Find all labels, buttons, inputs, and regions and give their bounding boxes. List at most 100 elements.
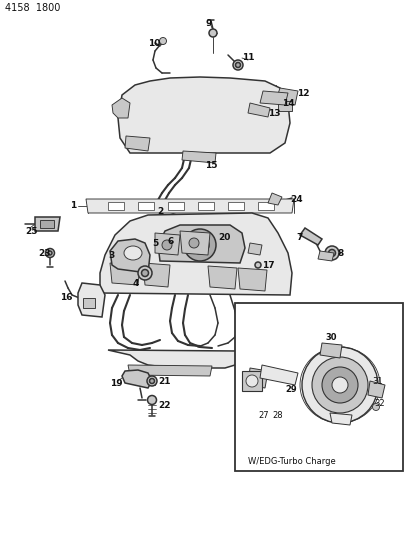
Polygon shape bbox=[138, 202, 154, 210]
Text: 13: 13 bbox=[268, 109, 281, 117]
Text: 20: 20 bbox=[218, 233, 231, 243]
Text: 28: 28 bbox=[272, 410, 283, 419]
Polygon shape bbox=[248, 243, 262, 255]
Text: 21: 21 bbox=[158, 376, 171, 385]
Text: 4: 4 bbox=[133, 279, 140, 287]
Circle shape bbox=[373, 403, 379, 410]
Circle shape bbox=[162, 240, 172, 250]
Text: 7: 7 bbox=[296, 232, 302, 241]
Polygon shape bbox=[118, 77, 290, 153]
Text: 17: 17 bbox=[262, 261, 275, 270]
Polygon shape bbox=[100, 213, 292, 295]
Circle shape bbox=[147, 376, 157, 386]
Polygon shape bbox=[155, 233, 180, 255]
Text: 11: 11 bbox=[242, 53, 255, 62]
Circle shape bbox=[322, 367, 358, 403]
Circle shape bbox=[184, 229, 216, 261]
Text: 31: 31 bbox=[372, 376, 383, 385]
Polygon shape bbox=[108, 202, 124, 210]
Text: 24: 24 bbox=[290, 196, 303, 205]
Circle shape bbox=[160, 37, 166, 44]
Polygon shape bbox=[300, 228, 322, 245]
Circle shape bbox=[209, 29, 217, 37]
Text: 2: 2 bbox=[157, 206, 163, 215]
Polygon shape bbox=[198, 202, 214, 210]
Text: 3: 3 bbox=[108, 251, 114, 260]
Polygon shape bbox=[248, 103, 270, 117]
Polygon shape bbox=[110, 239, 150, 273]
Circle shape bbox=[138, 266, 152, 280]
Polygon shape bbox=[158, 225, 245, 263]
Circle shape bbox=[233, 60, 243, 70]
Polygon shape bbox=[108, 350, 240, 368]
Text: 22: 22 bbox=[158, 400, 171, 409]
Text: W/EDG-Turbo Charge: W/EDG-Turbo Charge bbox=[248, 456, 336, 465]
Polygon shape bbox=[258, 202, 274, 210]
Text: 23: 23 bbox=[38, 248, 51, 257]
Polygon shape bbox=[248, 368, 268, 388]
Circle shape bbox=[148, 395, 157, 405]
Polygon shape bbox=[228, 202, 244, 210]
Text: 27: 27 bbox=[258, 410, 268, 419]
Text: 6: 6 bbox=[168, 237, 174, 246]
Circle shape bbox=[48, 251, 52, 255]
Polygon shape bbox=[275, 88, 298, 105]
Circle shape bbox=[328, 249, 335, 256]
Polygon shape bbox=[86, 199, 294, 213]
Text: 9: 9 bbox=[206, 19, 213, 28]
Polygon shape bbox=[368, 381, 385, 398]
Circle shape bbox=[235, 62, 240, 68]
Circle shape bbox=[142, 270, 149, 277]
Polygon shape bbox=[35, 217, 60, 231]
Circle shape bbox=[302, 347, 378, 423]
Text: 32: 32 bbox=[374, 399, 385, 408]
Polygon shape bbox=[78, 283, 105, 317]
Text: 29: 29 bbox=[285, 385, 297, 394]
Polygon shape bbox=[122, 370, 152, 388]
Text: 4158  1800: 4158 1800 bbox=[5, 3, 60, 13]
Polygon shape bbox=[268, 193, 282, 205]
Bar bbox=[242, 371, 262, 391]
Bar bbox=[235, 303, 403, 471]
Text: 15: 15 bbox=[205, 160, 217, 169]
Text: 1: 1 bbox=[70, 201, 76, 211]
Text: 19: 19 bbox=[110, 378, 123, 387]
Text: 14: 14 bbox=[282, 99, 295, 108]
Text: 16: 16 bbox=[60, 294, 73, 303]
Circle shape bbox=[242, 309, 250, 317]
Circle shape bbox=[332, 377, 348, 393]
Circle shape bbox=[189, 238, 199, 248]
Bar bbox=[278, 101, 292, 111]
Polygon shape bbox=[168, 202, 184, 210]
Polygon shape bbox=[208, 266, 237, 289]
Polygon shape bbox=[330, 413, 352, 425]
Bar bbox=[83, 298, 95, 308]
Polygon shape bbox=[238, 268, 267, 291]
Polygon shape bbox=[128, 365, 212, 376]
Polygon shape bbox=[318, 251, 334, 261]
Text: 8: 8 bbox=[338, 248, 344, 257]
Text: 5: 5 bbox=[152, 238, 158, 247]
Polygon shape bbox=[112, 98, 130, 118]
Polygon shape bbox=[260, 91, 288, 105]
Circle shape bbox=[255, 262, 261, 268]
Polygon shape bbox=[320, 343, 342, 358]
Polygon shape bbox=[260, 365, 298, 385]
Circle shape bbox=[325, 246, 339, 260]
Polygon shape bbox=[125, 136, 150, 151]
Text: 12: 12 bbox=[297, 88, 310, 98]
Circle shape bbox=[191, 236, 209, 254]
Text: 30: 30 bbox=[325, 333, 337, 342]
Ellipse shape bbox=[246, 375, 258, 387]
Polygon shape bbox=[182, 151, 216, 163]
Circle shape bbox=[149, 378, 155, 384]
Polygon shape bbox=[110, 263, 140, 285]
Ellipse shape bbox=[124, 246, 142, 260]
Polygon shape bbox=[180, 231, 210, 255]
Text: 10: 10 bbox=[148, 38, 160, 47]
Bar bbox=[40, 220, 54, 228]
Text: 18: 18 bbox=[245, 311, 257, 319]
Polygon shape bbox=[143, 263, 170, 287]
Circle shape bbox=[46, 248, 55, 257]
Circle shape bbox=[312, 357, 368, 413]
